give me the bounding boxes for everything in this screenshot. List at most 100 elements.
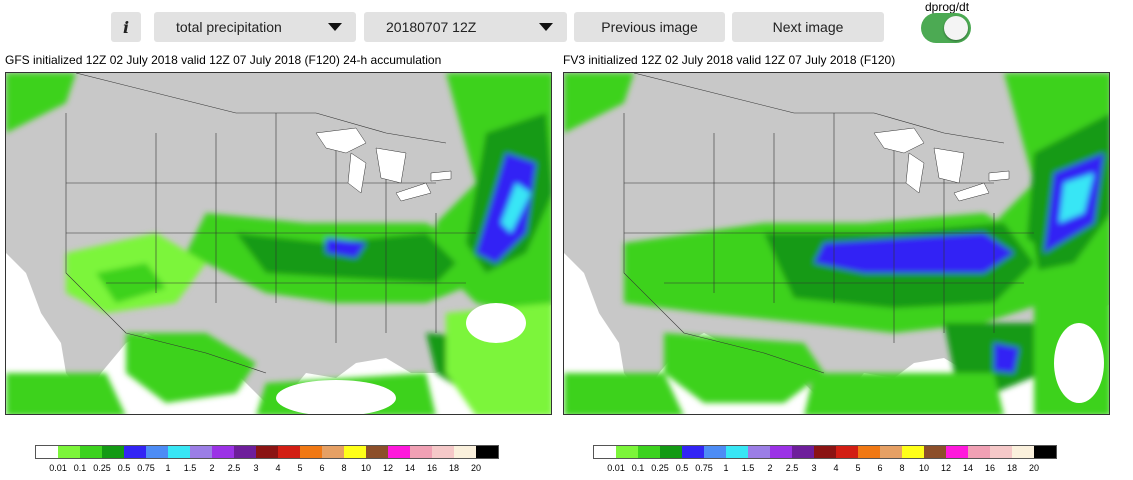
date-select[interactable]: 20180707 12Z — [364, 12, 567, 42]
colorbar-label: 1 — [723, 463, 729, 473]
colorbar-label: 1.5 — [183, 463, 197, 473]
colorbar-swatch — [190, 446, 212, 458]
colorbar-swatch — [814, 446, 836, 458]
colorbar-swatch — [476, 446, 498, 458]
colorbar-swatch — [704, 446, 726, 458]
colorbar-swatch — [58, 446, 80, 458]
colorbar-label: 3 — [253, 463, 259, 473]
colorbar-swatch — [432, 446, 454, 458]
colorbar-swatch — [454, 446, 476, 458]
colorbar-swatch — [946, 446, 968, 458]
colorbar-swatch — [256, 446, 278, 458]
fv3-colorbar-labels: 0.01 0.1 0.25 0.5 0.75 1 1.5 2 2.5 3 4 5 6 8 10 12 14 16 1… — [593, 463, 1083, 475]
gfs-panel-title: GFS initialized 12Z 02 July 2018 valid 1… — [5, 53, 442, 67]
colorbar-label: 0.25 — [93, 463, 111, 473]
colorbar-swatch — [660, 446, 682, 458]
colorbar-label: 20 — [470, 463, 482, 473]
colorbar-swatch — [638, 446, 660, 458]
gfs-precip-map — [5, 72, 552, 415]
colorbar-label: 12 — [940, 463, 952, 473]
colorbar-label: 0.1 — [631, 463, 645, 473]
colorbar-label: 0.5 — [117, 463, 131, 473]
colorbar-label: 1.5 — [741, 463, 755, 473]
colorbar-swatch — [212, 446, 234, 458]
colorbar-swatch — [344, 446, 366, 458]
field-select-value: total precipitation — [176, 19, 282, 35]
gfs-colorbar-labels: 0.01 0.1 0.25 0.5 0.75 1 1.5 2 2.5 3 4 5 6 8 10 12 14 16 1… — [35, 463, 525, 475]
colorbar-label: 5 — [297, 463, 303, 473]
colorbar-label: 0.01 — [607, 463, 625, 473]
colorbar-swatch — [770, 446, 792, 458]
colorbar-label: 16 — [984, 463, 996, 473]
colorbar-label: 18 — [448, 463, 460, 473]
colorbar-label: 0.01 — [49, 463, 67, 473]
colorbar-swatch — [234, 446, 256, 458]
colorbar-label: 20 — [1028, 463, 1040, 473]
colorbar-label: 12 — [382, 463, 394, 473]
dprog-dt-label: dprog/dt — [925, 0, 970, 14]
gfs-colorbar — [35, 445, 499, 459]
colorbar-label: 10 — [360, 463, 372, 473]
colorbar-label: 0.75 — [695, 463, 713, 473]
colorbar-swatch — [278, 446, 300, 458]
chevron-down-icon — [328, 23, 342, 31]
colorbar-swatch — [410, 446, 432, 458]
colorbar-label: 0.1 — [73, 463, 87, 473]
colorbar-swatch — [902, 446, 924, 458]
info-button[interactable]: i — [111, 12, 141, 42]
colorbar-swatch — [880, 446, 902, 458]
colorbar-swatch — [616, 446, 638, 458]
colorbar-label: 2 — [209, 463, 215, 473]
colorbar-label: 6 — [877, 463, 883, 473]
colorbar-swatch — [102, 446, 124, 458]
colorbar-swatch — [858, 446, 880, 458]
colorbar-label: 2.5 — [785, 463, 799, 473]
fv3-precip-map — [563, 72, 1110, 415]
colorbar-label: 14 — [962, 463, 974, 473]
colorbar-swatch — [1012, 446, 1034, 458]
colorbar-swatch — [748, 446, 770, 458]
colorbar-swatch — [322, 446, 344, 458]
colorbar-label: 0.5 — [675, 463, 689, 473]
colorbar-swatch — [968, 446, 990, 458]
colorbar-label: 2.5 — [227, 463, 241, 473]
toggle-knob — [944, 16, 968, 40]
fv3-panel-title: FV3 initialized 12Z 02 July 2018 valid 1… — [563, 53, 896, 67]
colorbar-swatch — [388, 446, 410, 458]
colorbar-swatch — [366, 446, 388, 458]
field-select[interactable]: total precipitation — [154, 12, 356, 42]
dprog-dt-toggle[interactable] — [921, 13, 971, 43]
colorbar-label: 0.25 — [651, 463, 669, 473]
colorbar-swatch — [792, 446, 814, 458]
colorbar-label: 10 — [918, 463, 930, 473]
colorbar-label: 2 — [767, 463, 773, 473]
colorbar-label: 8 — [899, 463, 905, 473]
previous-image-button[interactable]: Previous image — [574, 12, 725, 42]
colorbar-swatch — [682, 446, 704, 458]
colorbar-label: 8 — [341, 463, 347, 473]
colorbar-label: 4 — [275, 463, 281, 473]
colorbar-swatch — [146, 446, 168, 458]
colorbar-label: 1 — [165, 463, 171, 473]
chevron-down-icon — [539, 23, 553, 31]
colorbar-label: 16 — [426, 463, 438, 473]
colorbar-swatch — [924, 446, 946, 458]
colorbar-label: 5 — [855, 463, 861, 473]
colorbar-swatch — [726, 446, 748, 458]
fv3-colorbar — [593, 445, 1057, 459]
colorbar-swatch — [124, 446, 146, 458]
colorbar-swatch — [594, 446, 616, 458]
colorbar-swatch — [836, 446, 858, 458]
colorbar-label: 14 — [404, 463, 416, 473]
colorbar-swatch — [1034, 446, 1056, 458]
date-select-value: 20180707 12Z — [386, 19, 477, 35]
colorbar-swatch — [990, 446, 1012, 458]
colorbar-label: 3 — [811, 463, 817, 473]
colorbar-swatch — [36, 446, 58, 458]
colorbar-swatch — [168, 446, 190, 458]
colorbar-swatch — [300, 446, 322, 458]
next-image-button[interactable]: Next image — [732, 12, 884, 42]
colorbar-label: 6 — [319, 463, 325, 473]
colorbar-label: 4 — [833, 463, 839, 473]
colorbar-label: 0.75 — [137, 463, 155, 473]
